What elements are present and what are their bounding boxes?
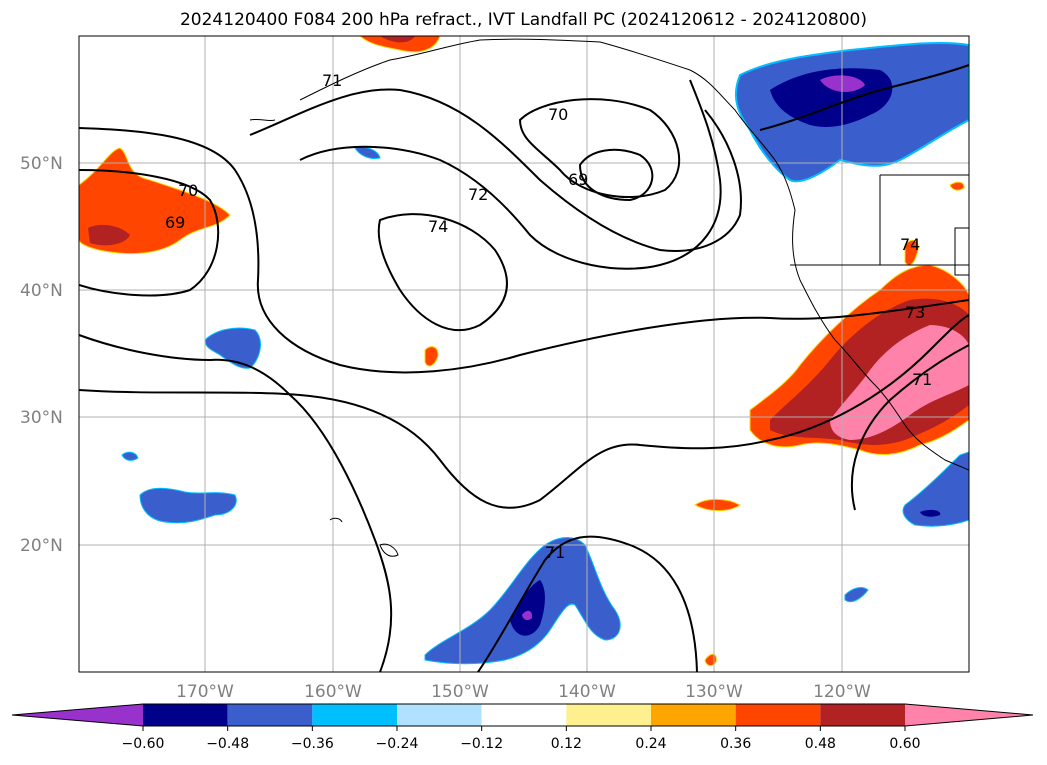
height-contours bbox=[79, 64, 969, 672]
colorbar-tick-label: −0.48 bbox=[206, 736, 249, 752]
longitude-labels: 170°W 160°W 150°W 140°W 130°W 120°W bbox=[176, 682, 871, 702]
contour-label: 74 bbox=[428, 217, 448, 236]
colorbar-bin bbox=[481, 704, 567, 726]
lon-label: 140°W bbox=[558, 682, 616, 702]
colorbar-tick-label: −0.24 bbox=[376, 736, 419, 752]
colorbar-tick-label: −0.60 bbox=[122, 736, 165, 752]
colorbar-extend-low bbox=[12, 704, 143, 726]
contour-label: 69 bbox=[568, 170, 588, 189]
lon-label: 130°W bbox=[685, 682, 743, 702]
colorbar: −0.60 −0.48 −0.36 −0.24 −0.12 0.12 0.24 0.36 0.4… bbox=[11, 703, 1034, 752]
colorbar-tick-label: 0.12 bbox=[551, 736, 582, 752]
positive-anomaly-north bbox=[359, 36, 441, 53]
latitude-labels: 50°N 40°N 30°N 20°N bbox=[20, 154, 63, 556]
colorbar-tick-label: 0.48 bbox=[805, 736, 836, 752]
colorbar-tick-label: 0.60 bbox=[889, 736, 920, 752]
contour-label: 70 bbox=[548, 105, 568, 124]
lat-label: 20°N bbox=[20, 536, 63, 556]
positive-anomaly-california bbox=[749, 181, 969, 455]
contour-label: 71 bbox=[545, 543, 565, 562]
colorbar-bin bbox=[227, 704, 313, 726]
negative-anomaly-south bbox=[424, 537, 621, 665]
lon-label: 150°W bbox=[431, 682, 489, 702]
map-title: 2024120400 F084 200 hPa refract., IVT La… bbox=[179, 10, 867, 30]
negative-anomaly-southeast bbox=[902, 451, 969, 527]
positive-anomaly-small bbox=[424, 346, 741, 667]
contour-label: 72 bbox=[468, 185, 488, 204]
colorbar-bin bbox=[651, 704, 736, 726]
colorbar-bin bbox=[397, 704, 482, 726]
contour-label: 71 bbox=[322, 71, 342, 90]
lat-label: 40°N bbox=[20, 281, 63, 301]
contour-label: 70 bbox=[178, 181, 198, 200]
negative-anomaly-northeast bbox=[354, 41, 969, 183]
map-frame bbox=[78, 35, 970, 673]
colorbar-bin bbox=[143, 704, 228, 726]
lon-label: 170°W bbox=[176, 682, 234, 702]
negative-anomaly-central-pacific bbox=[121, 327, 869, 603]
colorbar-tick-label: −0.36 bbox=[291, 736, 334, 752]
contour-label: 73 bbox=[905, 303, 925, 322]
lon-label: 160°W bbox=[304, 682, 362, 702]
colorbar-bin bbox=[735, 704, 821, 726]
colorbar-tick-label: −0.12 bbox=[460, 736, 503, 752]
contour-label: 71 bbox=[912, 370, 932, 389]
lat-label: 50°N bbox=[20, 154, 63, 174]
contour-label: 74 bbox=[900, 235, 920, 254]
colorbar-bin bbox=[820, 704, 905, 726]
colorbar-tick-label: 0.36 bbox=[720, 736, 751, 752]
colorbar-bin bbox=[312, 704, 397, 726]
lon-label: 120°W bbox=[813, 682, 871, 702]
contour-labels: 71 70 69 72 74 70 69 74 73 71 71 bbox=[165, 71, 932, 562]
colorbar-extend-high bbox=[905, 704, 1033, 726]
graticule bbox=[79, 36, 969, 672]
colorbar-tick-label: 0.24 bbox=[635, 736, 666, 752]
colorbar-bin bbox=[566, 704, 651, 726]
contour-label: 69 bbox=[165, 213, 185, 232]
lat-label: 30°N bbox=[20, 408, 63, 428]
positive-anomaly-west bbox=[79, 147, 231, 255]
coastlines bbox=[249, 38, 969, 557]
